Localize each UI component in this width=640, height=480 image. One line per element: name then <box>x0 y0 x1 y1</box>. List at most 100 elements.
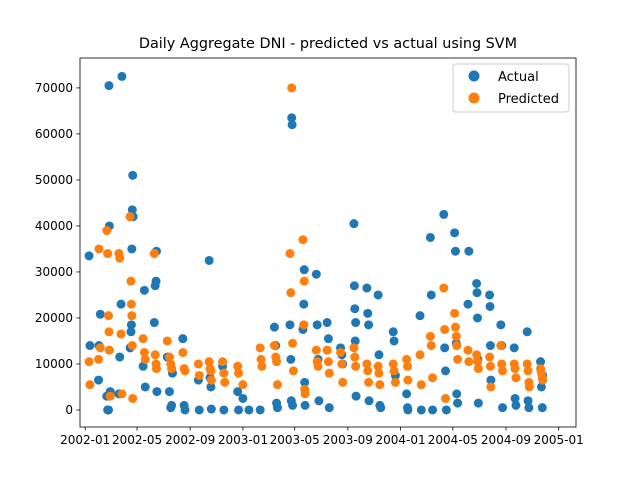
x-tick-label: 2002-09 <box>165 433 215 447</box>
data-point-predicted <box>452 341 462 351</box>
y-tick-label: 50000 <box>35 173 73 187</box>
data-point-actual <box>374 350 384 360</box>
data-point-actual <box>536 382 546 392</box>
data-point-actual <box>299 265 309 275</box>
data-point-predicted <box>450 322 460 332</box>
data-point-predicted <box>269 341 279 351</box>
data-point-actual <box>349 219 359 229</box>
data-point-predicted <box>288 338 298 348</box>
data-point-actual <box>238 393 248 403</box>
data-point-actual <box>206 404 216 414</box>
data-point-predicted <box>463 345 473 355</box>
data-point-actual <box>94 375 104 385</box>
data-point-actual <box>234 405 244 415</box>
data-point-actual <box>152 387 162 397</box>
data-point-actual <box>312 320 322 330</box>
data-point-actual <box>288 400 298 410</box>
data-point-predicted <box>117 389 127 399</box>
data-point-actual <box>287 120 297 130</box>
data-point-actual <box>285 320 295 330</box>
data-point-predicted <box>350 352 360 362</box>
x-tick-label: 2004-01 <box>376 433 426 447</box>
x-tick-label: 2004-09 <box>481 433 531 447</box>
data-point-predicted <box>125 212 135 222</box>
data-point-actual <box>426 290 436 300</box>
data-point-predicted <box>204 357 214 367</box>
data-point-actual <box>204 255 214 265</box>
data-point-predicted <box>299 320 309 330</box>
data-point-actual <box>350 336 360 346</box>
data-point-predicted <box>104 311 114 321</box>
y-tick-label: 20000 <box>35 311 73 325</box>
data-point-actual <box>126 320 136 330</box>
data-point-actual <box>128 170 138 180</box>
x-tick-label: 2003-01 <box>218 433 268 447</box>
data-point-actual <box>363 308 373 318</box>
data-point-predicted <box>180 366 190 376</box>
data-point-actual <box>440 343 450 353</box>
data-point-actual <box>373 290 383 300</box>
data-point-predicted <box>272 357 282 367</box>
data-point-actual <box>349 281 359 291</box>
data-point-actual <box>140 382 150 392</box>
data-point-actual <box>522 327 532 337</box>
data-point-actual <box>180 405 190 415</box>
y-tick-label: 60000 <box>35 127 73 141</box>
data-point-predicted <box>313 361 323 371</box>
data-point-predicted <box>238 380 248 390</box>
y-tick-label: 30000 <box>35 265 73 279</box>
data-point-actual <box>473 398 483 408</box>
data-point-predicted <box>453 354 463 364</box>
data-point-actual <box>364 396 374 406</box>
data-point-predicted <box>218 357 228 367</box>
data-point-predicted <box>127 341 137 351</box>
data-point-actual <box>452 389 462 399</box>
data-point-predicted <box>127 311 137 321</box>
chart-title: Daily Aggregate DNI - predicted vs actua… <box>139 36 517 52</box>
data-point-predicted <box>233 361 243 371</box>
data-point-predicted <box>464 357 474 367</box>
data-point-predicted <box>255 343 265 353</box>
data-point-actual <box>523 396 533 406</box>
data-point-actual <box>244 405 254 415</box>
data-point-predicted <box>364 377 374 387</box>
data-point-actual <box>388 327 398 337</box>
data-point-predicted <box>149 249 159 259</box>
data-point-predicted <box>441 393 451 403</box>
data-point-actual <box>206 382 216 392</box>
data-point-actual <box>350 304 360 314</box>
y-tick-label: 10000 <box>35 357 73 371</box>
data-point-actual <box>322 318 332 328</box>
data-point-predicted <box>288 366 298 376</box>
data-point-actual <box>85 341 95 351</box>
data-point-actual <box>439 209 449 219</box>
data-point-predicted <box>498 366 508 376</box>
data-point-predicted <box>425 331 435 341</box>
data-point-predicted <box>388 359 398 369</box>
data-point-actual <box>415 311 425 321</box>
data-point-predicted <box>104 327 114 337</box>
data-point-predicted <box>105 391 115 401</box>
plot-area: 2002-01 2002-05 2002-09 2003-01 2003-05 2003-… <box>35 57 584 447</box>
data-point-predicted <box>485 352 495 362</box>
data-point-actual <box>463 299 473 309</box>
data-point-predicted <box>451 331 461 341</box>
data-point-actual <box>139 285 149 295</box>
data-point-predicted <box>374 368 384 378</box>
data-point-actual <box>324 403 334 413</box>
data-point-actual <box>403 405 413 415</box>
data-point-actual <box>498 403 508 413</box>
legend-box <box>452 63 570 113</box>
data-point-predicted <box>84 357 94 367</box>
data-point-actual <box>149 318 159 328</box>
data-point-actual <box>472 288 482 298</box>
data-point-predicted <box>162 336 172 346</box>
data-point-predicted <box>299 276 309 286</box>
data-point-actual <box>351 391 361 401</box>
x-tick-label: 2002-05 <box>112 433 162 447</box>
data-point-actual <box>472 313 482 323</box>
data-point-predicted <box>416 380 426 390</box>
data-point-predicted <box>194 370 204 380</box>
data-point-actual <box>472 278 482 288</box>
data-point-actual <box>453 398 463 408</box>
